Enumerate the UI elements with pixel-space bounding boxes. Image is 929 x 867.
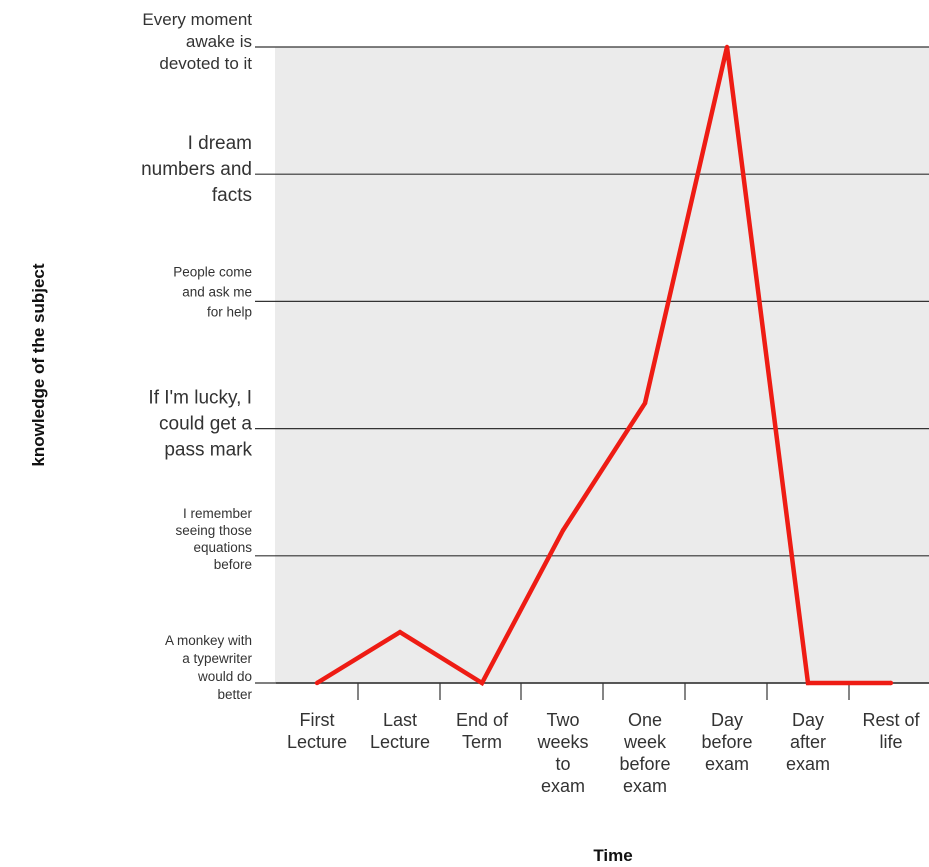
data-point xyxy=(888,680,894,686)
y-tick-label: I remember seeing those equations before xyxy=(175,506,252,572)
data-point xyxy=(479,680,485,686)
x-tick-label: Two weeks to exam xyxy=(536,710,588,796)
y-tick-label: A monkey with a typewriter would do better xyxy=(165,633,253,702)
data-point xyxy=(397,629,403,635)
y-tick-label: I dream numbers and facts xyxy=(141,133,252,206)
data-point xyxy=(642,400,648,406)
y-tick-label: People come and ask me for help xyxy=(173,264,252,319)
x-tick-label: First Lecture xyxy=(287,710,347,752)
data-point xyxy=(560,528,566,533)
data-point xyxy=(805,680,811,686)
y-tick-label: Every moment awake is devoted to it xyxy=(142,10,252,73)
x-tick-label: One week before exam xyxy=(619,710,670,796)
y-axis-title: knowledge of the subject xyxy=(29,263,48,466)
data-point xyxy=(314,680,320,686)
x-tick-label: Rest of life xyxy=(862,710,920,752)
series-line xyxy=(315,46,891,687)
plot-area xyxy=(275,47,929,683)
x-axis-title: Time xyxy=(593,846,632,865)
x-tick-label: Day after exam xyxy=(786,710,830,774)
x-tick-label: End of Term xyxy=(456,710,509,752)
data-point xyxy=(724,44,730,50)
x-tick-label: Day before exam xyxy=(701,710,752,774)
x-tick-label: Last Lecture xyxy=(370,710,430,752)
